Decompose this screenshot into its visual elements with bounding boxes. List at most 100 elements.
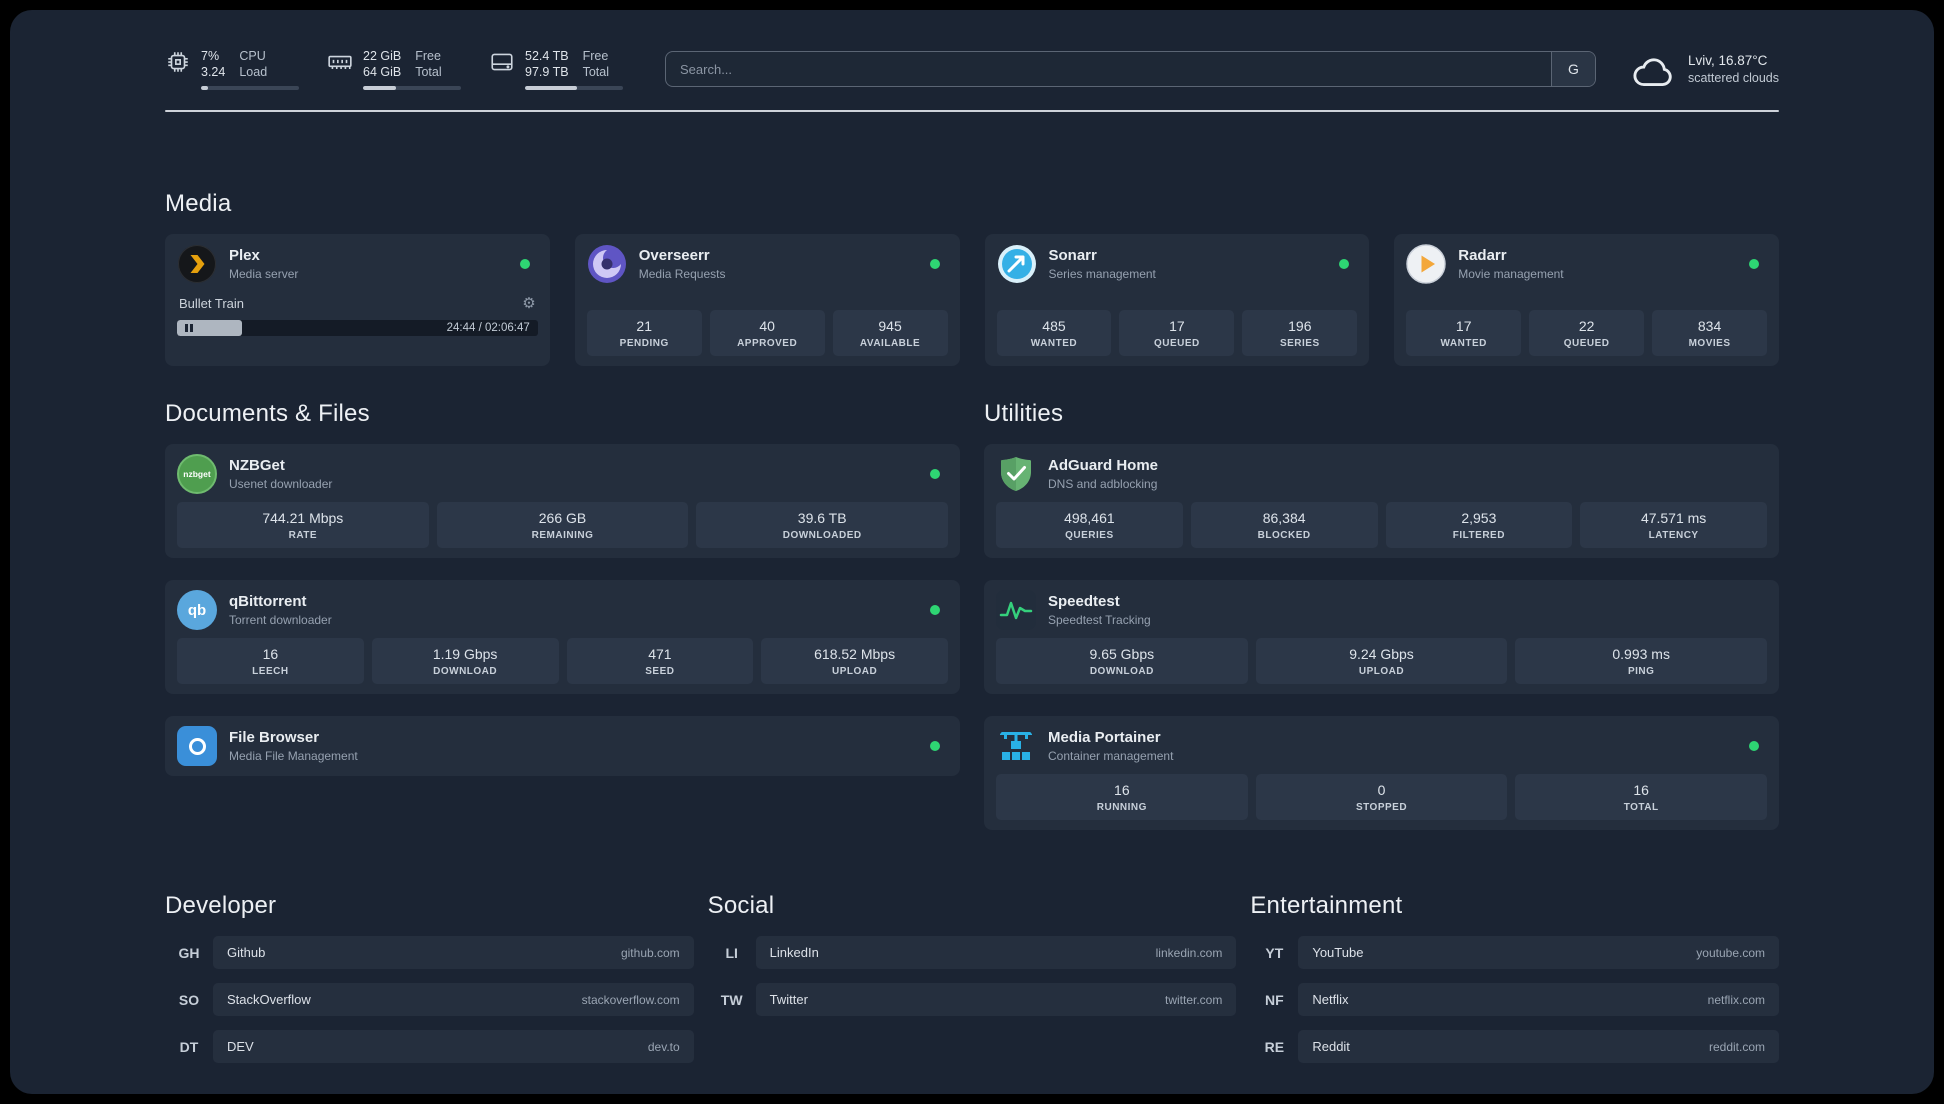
service-name: AdGuard Home bbox=[1048, 457, 1159, 474]
stat-value: 86,384 bbox=[1262, 510, 1306, 526]
bookmark-netflix[interactable]: NF Netflix netflix.com bbox=[1250, 983, 1780, 1016]
service-name: Speedtest bbox=[1048, 593, 1120, 610]
disk-label-top: Free bbox=[582, 49, 609, 63]
cpu-label-top: CPU bbox=[239, 49, 266, 63]
status-dot bbox=[1749, 259, 1759, 269]
service-card-adguard[interactable]: AdGuard Home DNS and adblocking 498,461 … bbox=[984, 444, 1779, 558]
disk-progress-bar bbox=[525, 86, 623, 90]
search-provider-button[interactable]: G bbox=[1550, 52, 1595, 86]
cpu-usage-value: 7% bbox=[201, 49, 220, 63]
service-description: Usenet downloader bbox=[229, 477, 333, 491]
now-playing-progress[interactable]: 24:44 / 02:06:47 bbox=[177, 320, 538, 336]
bookmark-stackoverflow[interactable]: SO StackOverflow stackoverflow.com bbox=[165, 983, 694, 1016]
bookmark-url: stackoverflow.com bbox=[581, 992, 680, 1007]
service-name: File Browser bbox=[229, 729, 320, 746]
stat-value: 9.24 Gbps bbox=[1349, 646, 1414, 662]
bookmark-url: netflix.com bbox=[1707, 992, 1766, 1007]
bookmark-name: Reddit bbox=[1312, 1039, 1350, 1054]
stat-value: 39.6 TB bbox=[797, 510, 847, 526]
service-card-radarr[interactable]: Radarr Movie management 17 WANTED 22 QUE… bbox=[1394, 234, 1779, 366]
service-name: Media Portainer bbox=[1048, 729, 1161, 746]
stat-wanted: 17 WANTED bbox=[1406, 310, 1522, 356]
disk-icon bbox=[489, 49, 515, 75]
stat-label: WANTED bbox=[1030, 338, 1078, 349]
stat-upload: 9.24 Gbps UPLOAD bbox=[1255, 638, 1508, 684]
section-title-documents: Documents & Files bbox=[165, 400, 370, 427]
cpu-widget: 7% 3.24 CPU Load bbox=[165, 48, 299, 90]
bookmark-twitter[interactable]: TW Twitter twitter.com bbox=[708, 983, 1237, 1016]
bookmark-abbr: LI bbox=[725, 944, 738, 961]
section-utilities: Utilities bbox=[984, 400, 1779, 830]
memory-free-value: 22 GiB bbox=[363, 49, 402, 63]
service-description: Media Requests bbox=[638, 267, 726, 281]
service-card-overseerr[interactable]: Overseerr Media Requests 21 PENDING 40 A… bbox=[574, 234, 960, 366]
service-name: Overseerr bbox=[638, 247, 710, 264]
stat-label: LEECH bbox=[252, 666, 289, 677]
service-card-portainer[interactable]: Media Portainer Container management 16 … bbox=[984, 716, 1779, 830]
service-card-filebrowser[interactable]: File Browser Media File Management bbox=[165, 716, 960, 776]
search-input[interactable] bbox=[666, 61, 1551, 77]
status-dot bbox=[1339, 259, 1350, 269]
bookmark-abbr: GH bbox=[178, 944, 200, 961]
stat-total: 16 TOTAL bbox=[1515, 774, 1768, 820]
bookmark-reddit[interactable]: RE Reddit reddit.com bbox=[1250, 1030, 1780, 1063]
gear-icon[interactable]: ⚙ bbox=[522, 295, 536, 312]
service-card-speedtest[interactable]: Speedtest Speedtest Tracking 9.65 Gbps D… bbox=[984, 580, 1779, 694]
disk-widget: 52.4 TB 97.9 TB Free Total bbox=[489, 48, 623, 90]
now-playing-title: Bullet Train bbox=[179, 296, 245, 311]
stat-upload: 618.52 Mbps UPLOAD bbox=[761, 638, 948, 684]
bookmark-dev[interactable]: DT DEV dev.to bbox=[165, 1030, 694, 1063]
weather-widget: Lviv, 16.87°C scattered clouds bbox=[1630, 50, 1779, 88]
search-provider-label: G bbox=[1568, 61, 1579, 77]
service-card-qbittorrent[interactable]: qb qBittorrent Torrent downloader 16 LEE… bbox=[165, 580, 960, 694]
stat-value: 196 bbox=[1288, 318, 1312, 334]
stat-stopped: 0 STOPPED bbox=[1255, 774, 1508, 820]
stat-running: 16 RUNNING bbox=[996, 774, 1248, 820]
stat-latency: 47.571 ms LATENCY bbox=[1580, 502, 1767, 548]
stat-label: DOWNLOADED bbox=[782, 530, 862, 541]
service-description: Speedtest Tracking bbox=[1048, 613, 1151, 627]
bookmark-youtube[interactable]: YT YouTube youtube.com bbox=[1250, 936, 1780, 969]
stat-value: 0 bbox=[1377, 782, 1386, 798]
stat-label: UPLOAD bbox=[1358, 666, 1405, 677]
bookmark-name: StackOverflow bbox=[227, 992, 311, 1007]
stat-value: 17 bbox=[1455, 318, 1472, 334]
memory-icon bbox=[327, 49, 353, 75]
stat-ping: 0.993 ms PING bbox=[1515, 638, 1768, 684]
stat-label: TOTAL bbox=[1623, 802, 1659, 813]
stat-value: 618.52 Mbps bbox=[814, 646, 896, 662]
stat-label: UPLOAD bbox=[832, 666, 878, 677]
bookmark-name: YouTube bbox=[1312, 945, 1364, 960]
stat-filtered: 2,953 FILTERED bbox=[1385, 502, 1573, 548]
service-description: Torrent downloader bbox=[229, 613, 332, 627]
service-card-nzbget[interactable]: nzbget NZBGet Usenet downloader 744.21 M… bbox=[165, 444, 960, 558]
pause-icon[interactable] bbox=[185, 324, 193, 332]
stat-label: REMAINING bbox=[531, 530, 594, 541]
memory-label-top: Free bbox=[415, 49, 441, 63]
stat-label: SERIES bbox=[1279, 338, 1320, 349]
stat-download: 1.19 Gbps DOWNLOAD bbox=[371, 638, 559, 684]
bookmark-url: github.com bbox=[620, 945, 680, 960]
qbittorrent-icon: qb bbox=[177, 590, 217, 630]
bookmark-linkedin[interactable]: LI LinkedIn linkedin.com bbox=[708, 936, 1237, 969]
bookmark-github[interactable]: GH Github github.com bbox=[165, 936, 694, 969]
stat-blocked: 86,384 BLOCKED bbox=[1190, 502, 1378, 548]
stat-value: 22 bbox=[1578, 318, 1595, 334]
service-card-plex[interactable]: Plex Media server Bullet Train ⚙ 24 bbox=[165, 234, 550, 366]
status-dot bbox=[930, 605, 940, 615]
stat-value: 498,461 bbox=[1064, 510, 1115, 526]
stat-downloaded: 39.6 TB DOWNLOADED bbox=[696, 502, 949, 548]
stat-value: 17 bbox=[1169, 318, 1185, 334]
nzbget-icon: nzbget bbox=[177, 454, 217, 494]
section-title-entertainment: Entertainment bbox=[1250, 892, 1403, 919]
status-dot bbox=[929, 259, 940, 269]
service-description: Media File Management bbox=[229, 749, 358, 763]
stat-leech: 16 LEECH bbox=[177, 638, 364, 684]
status-dot bbox=[930, 741, 940, 751]
bookmark-url: twitter.com bbox=[1164, 992, 1223, 1007]
service-card-sonarr[interactable]: Sonarr Series management 485 WANTED 17 Q… bbox=[984, 234, 1370, 366]
stat-label: LATENCY bbox=[1648, 530, 1699, 541]
bookmark-name: LinkedIn bbox=[769, 945, 819, 960]
cpu-label-bottom: Load bbox=[239, 65, 268, 79]
bookmark-url: youtube.com bbox=[1696, 945, 1766, 960]
